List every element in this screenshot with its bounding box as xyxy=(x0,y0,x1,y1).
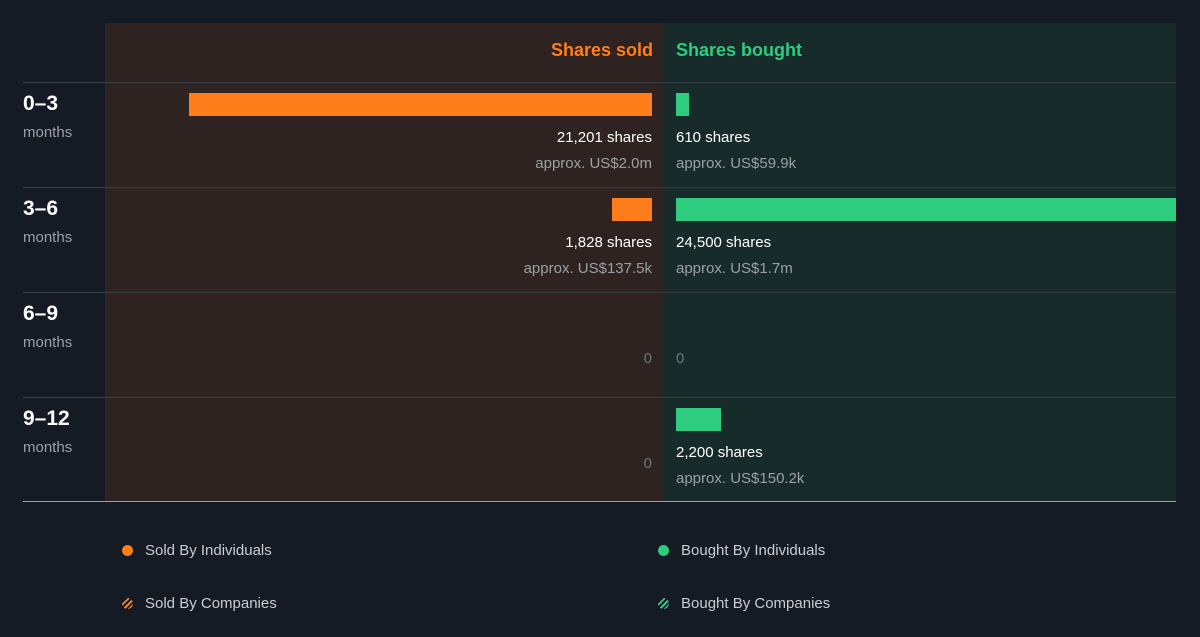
legend-label: Sold By Individuals xyxy=(145,542,272,559)
legend-bought-companies: Bought By Companies xyxy=(658,595,830,612)
period-range: 6–9 xyxy=(23,302,59,325)
orange-dot-icon xyxy=(122,545,133,556)
legend-sold-companies: Sold By Companies xyxy=(122,595,277,612)
bought-shares-label: 610 shares xyxy=(676,129,751,146)
row-divider xyxy=(23,397,1176,398)
sold-shares-label: 21,201 shares xyxy=(556,129,652,146)
bought-bar xyxy=(676,198,1176,221)
sold-value-label: approx. US$137.5k xyxy=(523,260,652,277)
bought-value-label: approx. US$59.9k xyxy=(676,155,797,172)
period-label: 0–3 months xyxy=(23,92,72,141)
bought-panel xyxy=(663,23,1176,501)
period-unit: months xyxy=(23,439,73,456)
sold-value-label: approx. US$2.0m xyxy=(535,155,652,172)
legend-label: Bought By Companies xyxy=(681,595,831,612)
period-range: 3–6 xyxy=(23,197,59,220)
bought-bar xyxy=(676,408,721,431)
row-divider xyxy=(23,292,1176,293)
sold-bar xyxy=(189,93,652,116)
sold-shares-label: 1,828 shares xyxy=(565,234,652,251)
green-striped-icon xyxy=(658,598,669,609)
legend-sold-individuals: Sold By Individuals xyxy=(122,542,272,559)
row-divider xyxy=(23,82,1176,83)
period-label: 3–6 months xyxy=(23,197,72,246)
legend-label: Bought By Individuals xyxy=(681,542,826,559)
period-unit: months xyxy=(23,124,73,141)
chart-baseline xyxy=(23,501,1176,502)
period-label: 6–9 months xyxy=(23,302,72,351)
row-divider xyxy=(23,187,1176,188)
period-range: 9–12 xyxy=(23,407,70,430)
sold-bar xyxy=(612,198,652,221)
bought-shares-label: 24,500 shares xyxy=(676,234,772,251)
orange-striped-icon xyxy=(122,598,133,609)
shares-sold-header: Shares sold xyxy=(550,40,653,60)
shares-bought-header: Shares bought xyxy=(676,40,803,60)
green-dot-icon xyxy=(658,545,669,556)
period-unit: months xyxy=(23,334,73,351)
bought-shares-label: 2,200 shares xyxy=(676,444,763,461)
sold-zero-label: 0 xyxy=(643,455,652,472)
legend-bought-individuals: Bought By Individuals xyxy=(658,542,825,559)
period-range: 0–3 xyxy=(23,92,59,115)
legend-label: Sold By Companies xyxy=(145,595,277,612)
bought-value-label: approx. US$1.7m xyxy=(676,260,793,277)
bought-bar xyxy=(676,93,689,116)
bought-zero-label: 0 xyxy=(676,350,685,367)
sold-zero-label: 0 xyxy=(643,350,652,367)
period-unit: months xyxy=(23,229,73,246)
period-label: 9–12 months xyxy=(23,407,72,456)
bought-value-label: approx. US$150.2k xyxy=(676,470,805,487)
